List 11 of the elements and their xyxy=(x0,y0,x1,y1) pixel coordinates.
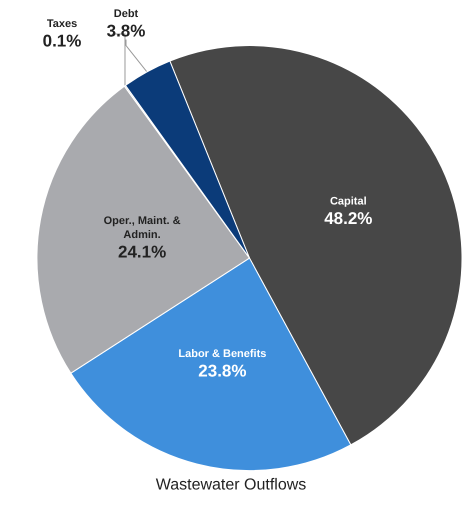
text: Wastewater Outflows xyxy=(156,476,306,494)
slice-label: Capital xyxy=(330,195,367,208)
data-label: 0.1% xyxy=(42,32,82,50)
data-label: 3.8% xyxy=(106,22,146,40)
data-label: 23.8% xyxy=(198,361,246,380)
data-label: 48.2% xyxy=(324,208,372,228)
slice-label: Debt xyxy=(114,8,139,20)
slice-label: Oper., Maint. & Admin. xyxy=(104,215,181,241)
slice-label: Taxes xyxy=(46,18,78,30)
data-label: 24.1% xyxy=(118,242,166,262)
slice-label: Labor & Benefits xyxy=(178,348,266,360)
